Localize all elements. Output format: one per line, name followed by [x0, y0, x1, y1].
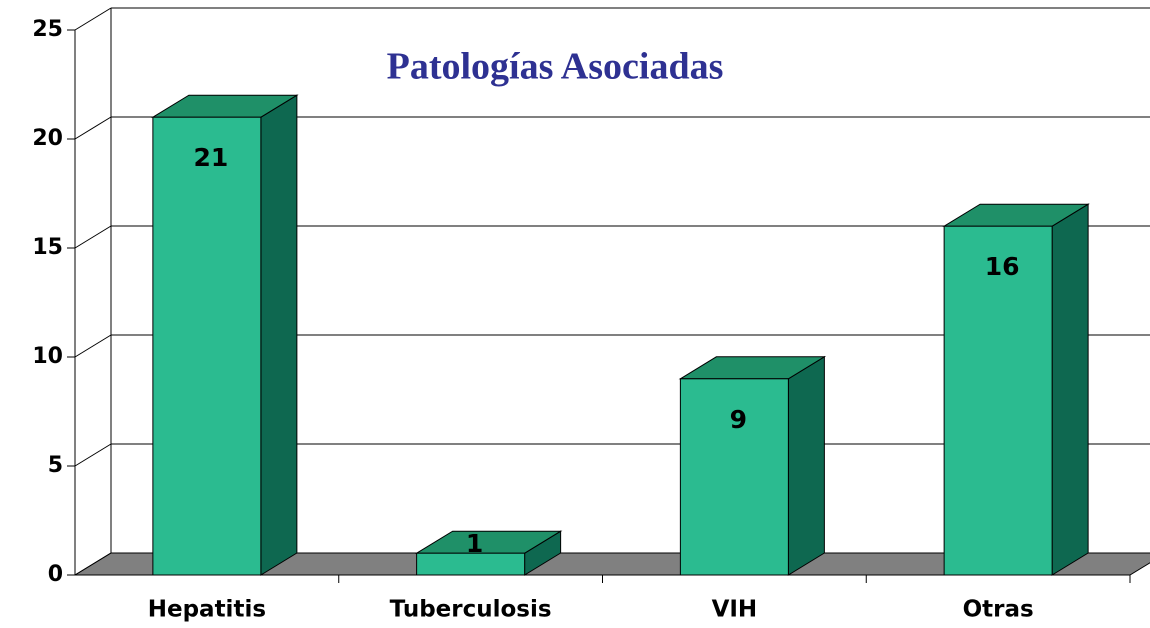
grid-diagonal: [74, 225, 112, 249]
y-tick-label: 25: [32, 17, 63, 42]
value-label: 1: [466, 529, 483, 558]
y-tick-label: 10: [32, 344, 63, 369]
x-tick-label: Tuberculosis: [390, 597, 552, 623]
chart-title: Patologías Asociadas: [387, 46, 724, 88]
y-tick-label: 20: [32, 126, 63, 151]
value-label: 16: [985, 252, 1020, 281]
y-tick-label: 5: [48, 453, 63, 478]
y-tick-label: 0: [48, 562, 63, 587]
bar-side: [1051, 203, 1089, 576]
bar-side: [787, 355, 825, 576]
bar: [416, 552, 526, 576]
grid-diagonal: [74, 552, 112, 576]
value-label: 21: [193, 143, 228, 172]
grid-diagonal: [74, 443, 112, 467]
bar-side: [260, 94, 298, 576]
x-tick-label: VIH: [712, 597, 758, 623]
value-label: 9: [730, 405, 747, 434]
bar: [943, 225, 1053, 576]
y-tick-label: 15: [32, 235, 63, 260]
grid-diagonal: [74, 334, 112, 358]
x-tick-label: Otras: [963, 597, 1034, 623]
bar: [679, 378, 789, 576]
x-tick-label: Hepatitis: [148, 597, 266, 623]
grid-diagonal: [74, 7, 112, 31]
bar: [152, 116, 262, 576]
grid-diagonal: [74, 116, 112, 140]
